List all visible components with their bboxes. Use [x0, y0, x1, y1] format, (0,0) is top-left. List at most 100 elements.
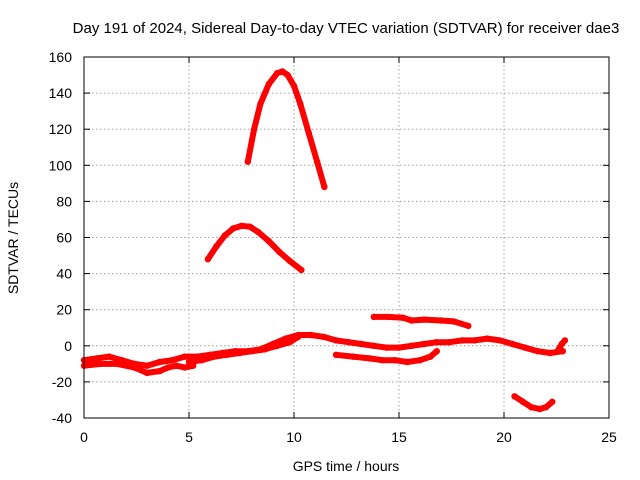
data-point	[404, 358, 411, 366]
data-point	[286, 257, 293, 265]
data-point	[164, 364, 172, 371]
data-point	[421, 316, 428, 323]
data-point	[181, 364, 188, 371]
data-point	[345, 339, 352, 346]
data-point	[173, 362, 180, 369]
data-point	[261, 346, 268, 353]
data-point	[97, 360, 105, 368]
data-point	[379, 357, 386, 364]
data-point	[320, 333, 327, 340]
data-point	[509, 340, 516, 348]
x-tick-label: 25	[601, 429, 617, 445]
series-layer	[80, 68, 569, 413]
y-tick-label: 80	[56, 193, 72, 209]
x-tick-label: 5	[185, 429, 193, 445]
data-point	[213, 243, 220, 250]
y-tick-label: 60	[56, 230, 72, 246]
y-tick-label: 20	[56, 302, 72, 318]
data-point	[549, 398, 556, 405]
tick-marks	[83, 56, 610, 419]
data-point	[332, 351, 340, 358]
data-point	[521, 344, 529, 351]
y-axis-label: SDTVAR / TECUs	[5, 182, 21, 294]
x-axis-label: GPS time / hours	[293, 458, 400, 474]
data-point	[395, 344, 403, 351]
data-point	[248, 348, 256, 355]
data-point	[290, 82, 298, 90]
y-tick-labels: -40 -20 0 20 40 60 80 100 120 140 160	[49, 49, 73, 426]
data-point	[370, 313, 377, 321]
data-point	[332, 337, 340, 344]
data-point	[433, 348, 440, 355]
x-tick-labels: 0 5 10 15 20 25	[80, 429, 617, 445]
data-point	[198, 357, 205, 364]
data-point	[286, 339, 293, 346]
data-point	[349, 353, 356, 360]
data-point	[221, 232, 228, 239]
data-point	[400, 314, 407, 321]
data-point	[391, 357, 398, 364]
data-point	[211, 353, 218, 360]
y-tick-label: -20	[52, 374, 72, 390]
data-point	[555, 346, 562, 353]
data-point	[471, 337, 478, 344]
y-tick-label: 160	[49, 49, 73, 65]
y-tick-label: 40	[56, 266, 72, 282]
data-point	[255, 228, 262, 236]
data-point	[156, 358, 163, 366]
data-point	[433, 339, 440, 346]
data-point	[408, 317, 415, 324]
data-point	[511, 393, 518, 400]
data-point	[246, 223, 254, 230]
y-tick-label: 120	[49, 121, 73, 137]
data-point	[408, 342, 415, 349]
data-point	[223, 351, 230, 358]
data-point	[484, 335, 491, 342]
data-point	[519, 398, 527, 405]
data-point	[238, 222, 245, 229]
data-point	[542, 404, 550, 411]
data-point	[416, 357, 424, 364]
data-point	[257, 100, 264, 108]
series-arc-2	[205, 222, 304, 273]
x-tick-label: 10	[286, 429, 302, 445]
data-point	[450, 318, 457, 325]
data-point	[383, 344, 390, 351]
data-point	[321, 183, 328, 191]
data-point	[370, 342, 377, 349]
data-point	[229, 225, 237, 232]
data-point	[536, 405, 543, 413]
data-point	[265, 80, 272, 88]
data-point	[297, 100, 304, 108]
data-point	[156, 367, 163, 375]
data-point	[185, 358, 193, 366]
data-point	[181, 353, 188, 360]
series-arc-5	[83, 360, 194, 376]
data-point	[143, 369, 151, 377]
data-point	[114, 360, 121, 368]
data-point	[366, 355, 373, 362]
data-point	[169, 357, 176, 364]
data-point	[93, 355, 100, 362]
chart-title: Day 191 of 2024, Sidereal Day-to-day VTE…	[73, 20, 620, 37]
y-tick-label: 0	[64, 338, 72, 354]
data-point	[534, 348, 541, 355]
data-point	[547, 349, 554, 357]
data-point	[143, 362, 151, 369]
data-point	[204, 256, 212, 263]
data-point	[298, 266, 305, 274]
x-tick-label: 15	[391, 429, 407, 445]
data-point	[236, 349, 243, 357]
data-point	[358, 340, 365, 348]
data-point	[465, 322, 472, 330]
data-point	[305, 129, 312, 136]
data-point	[276, 248, 283, 256]
data-point	[274, 342, 281, 349]
y-tick-label: 100	[49, 157, 73, 173]
data-point	[561, 337, 569, 344]
data-point	[437, 317, 445, 324]
data-point	[427, 353, 434, 360]
data-point	[106, 353, 113, 360]
data-point	[421, 340, 428, 348]
